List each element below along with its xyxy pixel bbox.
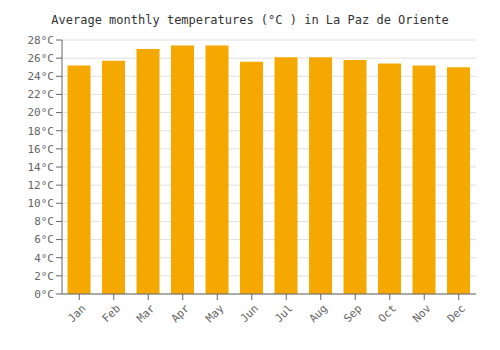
svg-text:Oct: Oct [376, 302, 399, 325]
svg-text:Mar: Mar [134, 302, 158, 326]
svg-text:Feb: Feb [100, 302, 123, 325]
svg-text:Nov: Nov [410, 302, 434, 326]
svg-text:4°C: 4°C [34, 252, 54, 265]
svg-text:10°C: 10°C [28, 197, 55, 210]
svg-text:May: May [203, 302, 227, 326]
svg-text:2°C: 2°C [34, 270, 54, 283]
svg-text:6°C: 6°C [34, 233, 54, 246]
svg-text:24°C: 24°C [28, 70, 55, 83]
svg-text:16°C: 16°C [28, 143, 55, 156]
svg-text:20°C: 20°C [28, 106, 55, 119]
svg-text:26°C: 26°C [28, 52, 55, 65]
svg-text:28°C: 28°C [28, 34, 55, 47]
html-text:Average monthly temperatures (: Average monthly temperatures (°C ) in La… [51, 13, 449, 27]
svg-text:18°C: 18°C [28, 125, 55, 138]
svg-text:0°C: 0°C [34, 288, 54, 301]
svg-text:Dec: Dec [445, 302, 468, 325]
svg-text:14°C: 14°C [28, 161, 55, 174]
svg-text:Aug: Aug [307, 302, 330, 325]
svg-text:Jan: Jan [65, 302, 88, 325]
svg-text:8°C: 8°C [34, 215, 54, 228]
svg-text:Jul: Jul [272, 302, 295, 325]
svg-text:Jun: Jun [238, 302, 261, 325]
svg-text:Apr: Apr [169, 302, 193, 326]
svg-text:22°C: 22°C [28, 88, 55, 101]
svg-text:12°C: 12°C [28, 179, 55, 192]
svg-text:Sep: Sep [341, 302, 364, 325]
